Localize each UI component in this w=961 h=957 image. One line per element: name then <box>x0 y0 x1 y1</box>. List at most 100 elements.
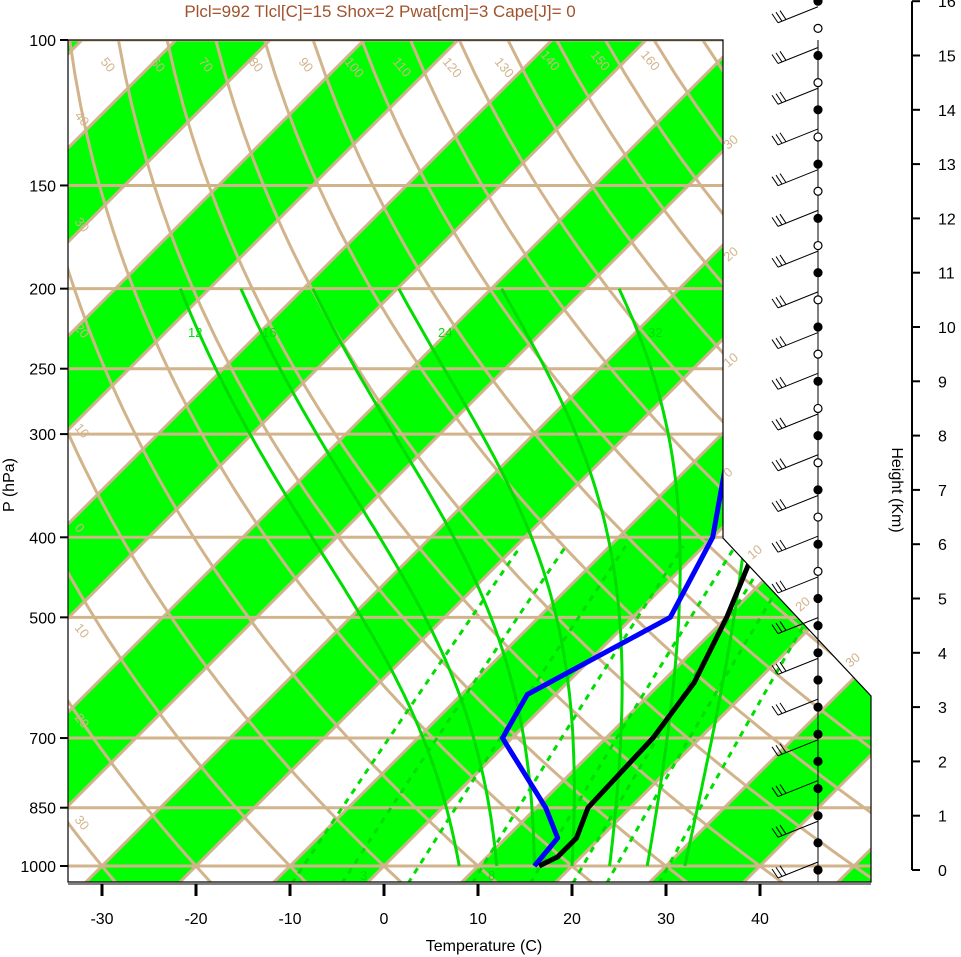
temperature-axis: -30 -20 -10 0 10 20 30 40 <box>68 883 871 928</box>
mr-label: 12 <box>188 325 202 340</box>
mixing-ratio-line <box>406 545 627 882</box>
wind-barb <box>777 250 819 268</box>
wind-barb <box>777 576 819 594</box>
wind-barb-flag <box>775 337 783 348</box>
wind-barb-flag <box>775 174 783 185</box>
isotherm-band <box>68 40 665 882</box>
wind-barb-flag <box>775 93 783 103</box>
wind-barb <box>777 861 819 879</box>
wind-barb <box>777 454 819 472</box>
wind-level-dot <box>813 838 823 848</box>
wind-barb <box>777 495 819 512</box>
iso-label-top: 50 <box>98 54 119 75</box>
iso-label-left: 10 <box>72 620 93 641</box>
wind-level-dot <box>813 566 823 576</box>
x-tick-label: 10 <box>469 911 487 928</box>
height-tick-label: 7 <box>938 483 947 500</box>
wind-barb-flag <box>775 378 783 388</box>
wind-barb-flag <box>771 13 779 24</box>
isotherm-line <box>68 40 666 882</box>
wind-barb-flag <box>771 542 779 553</box>
wind-barb-flag <box>779 824 787 835</box>
height-tick-label: 9 <box>938 374 947 391</box>
wind-level-dot <box>813 376 823 386</box>
wind-level-dot <box>813 811 823 821</box>
wind-barb-flag <box>771 176 779 186</box>
wind-level-dot <box>813 240 823 251</box>
isotherm-line <box>68 40 572 882</box>
wind-level-dot <box>813 50 823 61</box>
height-tick-label: 5 <box>938 592 947 609</box>
isotherm-band <box>68 40 477 882</box>
height-tick-label: 0 <box>938 863 947 880</box>
dry-adiabat <box>214 40 871 882</box>
wind-barb-flag <box>775 500 783 511</box>
wind-barb-flag <box>779 295 787 305</box>
wind-barb <box>777 535 819 553</box>
wind-barb-flag <box>779 865 787 876</box>
y-tick-label: 850 <box>29 801 56 818</box>
wind-level-dot <box>813 756 823 767</box>
iso-label-top: 120 <box>440 54 465 80</box>
wind-barb-flag <box>775 582 783 592</box>
y-tick-label: 300 <box>29 427 56 444</box>
iso-label-top: 90 <box>296 54 317 75</box>
wind-barb <box>777 739 819 757</box>
dry-adiabat <box>263 40 871 882</box>
moist-adiabat <box>500 287 624 867</box>
dry-adiabat <box>457 40 871 882</box>
wind-barb <box>777 332 819 350</box>
temperature-profile-line <box>537 40 871 869</box>
y-axis-label: P (hPa) <box>1 458 18 512</box>
height-tick-label: 3 <box>938 700 947 717</box>
wind-barb <box>777 780 819 798</box>
isotherm-line <box>177 40 871 882</box>
wind-barb <box>777 47 819 64</box>
x-tick-label: -20 <box>184 911 207 928</box>
wind-barb <box>777 128 819 146</box>
wind-barb-flag <box>779 661 787 672</box>
height-tick-label: 8 <box>938 429 947 446</box>
wind-barb-flag <box>779 458 787 468</box>
wind-barb-flag <box>771 787 779 797</box>
wind-level-dot <box>813 593 823 604</box>
wind-barb-flag <box>771 339 779 349</box>
x-tick-label: 0 <box>380 911 389 928</box>
dry-adiabat <box>165 40 785 882</box>
wind-level-dot <box>813 865 823 875</box>
wind-barb <box>777 617 819 635</box>
dry-adiabat <box>68 40 118 882</box>
wind-barb-flag <box>771 665 779 675</box>
height-tick-label: 11 <box>938 266 955 283</box>
mixing-ratio-lines <box>290 545 852 882</box>
moist-adiabat <box>178 288 461 867</box>
wind-barb-flag <box>775 867 783 877</box>
isotherm-line <box>553 40 871 882</box>
height-tick-label: 14 <box>938 103 956 120</box>
mr-label: 8 <box>488 868 495 883</box>
dry-adiabat <box>68 40 404 882</box>
y-tick-label: 400 <box>29 530 56 547</box>
x-tick-label: -10 <box>278 911 301 928</box>
mixing-ratio-line <box>340 545 568 882</box>
height-tick-label: 13 <box>938 157 956 174</box>
wind-barb-flag <box>779 580 787 591</box>
wind-barb-flag <box>775 826 783 836</box>
wind-barb-flag <box>775 296 783 307</box>
height-axis-label: Height (Km) <box>888 447 905 532</box>
wind-barb-flag <box>771 380 779 390</box>
wind-barb <box>777 372 819 390</box>
wind-barb-flag <box>775 541 783 551</box>
x-axis-label: Temperature (C) <box>426 938 542 955</box>
wind-barb-flag <box>771 746 779 757</box>
x-tick-label: 20 <box>563 911 581 928</box>
wind-barb <box>777 413 819 431</box>
wind-level-dot <box>813 783 823 794</box>
moist-adiabat <box>397 287 576 867</box>
mr-label: 3 <box>360 868 367 883</box>
mixing-ratio-line <box>605 545 805 882</box>
wind-barb-flag <box>779 10 787 20</box>
y-tick-label: 500 <box>29 610 56 627</box>
